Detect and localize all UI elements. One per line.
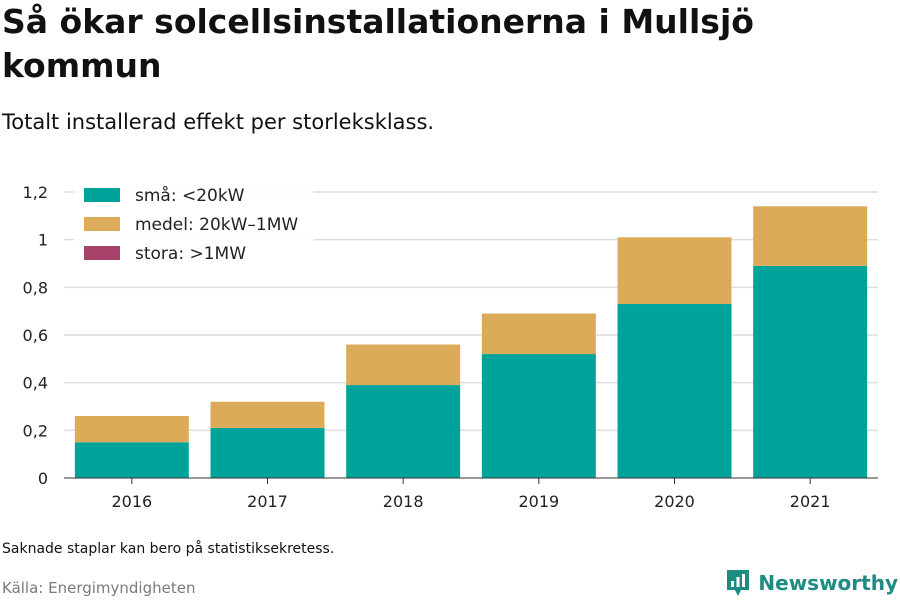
chart-title: Så ökar solcellsinstallationerna i Mulls…	[2, 2, 754, 85]
y-tick-label: 1,2	[23, 183, 48, 202]
newsworthy-logo-icon	[727, 570, 750, 596]
x-tick-label: 2020	[654, 492, 695, 511]
legend-swatch	[84, 246, 120, 260]
source-text: Källa: Energimyndigheten	[2, 579, 196, 597]
x-axis-ticks: 2016 2017 2018 2019 2020 2021	[111, 478, 831, 511]
brand-logo: Newsworthy	[725, 568, 898, 598]
stacked-bar-chart: 00,20,40,60,811,2 2016 2017 2018 2019 2020 20…	[23, 182, 878, 511]
bar-2018-series-0	[346, 385, 461, 478]
y-axis-ticks: 0 0,2 0,4 0,6 0,8 1 1,2	[23, 183, 48, 488]
bars	[74, 206, 868, 478]
bar-2020-series-1	[617, 237, 732, 305]
legend: små: <20kW medel: 20kW–1MW stora: >1MW	[74, 182, 314, 270]
bar-2021-series-0	[753, 265, 868, 478]
x-tick-label: 2018	[383, 492, 424, 511]
x-tick-label: 2017	[247, 492, 288, 511]
chart-subtitle: Totalt installerad effekt per storlekskl…	[2, 110, 435, 134]
bar-2020-series-0	[617, 304, 732, 478]
legend-swatch	[84, 188, 120, 202]
y-tick-label: 1	[38, 231, 48, 250]
y-tick-label: 0,8	[23, 278, 48, 297]
bar-2021-series-1	[753, 206, 868, 266]
y-tick-label: 0	[38, 469, 48, 488]
x-tick-label: 2016	[111, 492, 152, 511]
bar-2019-series-1	[481, 313, 596, 355]
y-tick-label: 0,6	[23, 326, 48, 345]
legend-label: små: <20kW	[135, 185, 245, 206]
bar-2018-series-1	[346, 344, 461, 386]
footnote: Saknade staplar kan bero på statistiksek…	[2, 541, 335, 557]
x-tick-label: 2021	[790, 492, 831, 511]
bar-2017-series-0	[210, 427, 325, 478]
x-tick-label: 2019	[518, 492, 559, 511]
legend-label: stora: >1MW	[135, 244, 246, 264]
bar-2017-series-1	[210, 401, 325, 428]
y-tick-label: 0,4	[23, 374, 48, 393]
legend-swatch	[84, 217, 120, 231]
bar-2016-series-1	[74, 416, 189, 443]
y-tick-label: 0,2	[23, 421, 48, 440]
bar-2016-series-0	[74, 442, 189, 478]
bar-2019-series-0	[481, 354, 596, 478]
legend-label: medel: 20kW–1MW	[135, 215, 298, 235]
brand-name: Newsworthy	[758, 571, 898, 595]
